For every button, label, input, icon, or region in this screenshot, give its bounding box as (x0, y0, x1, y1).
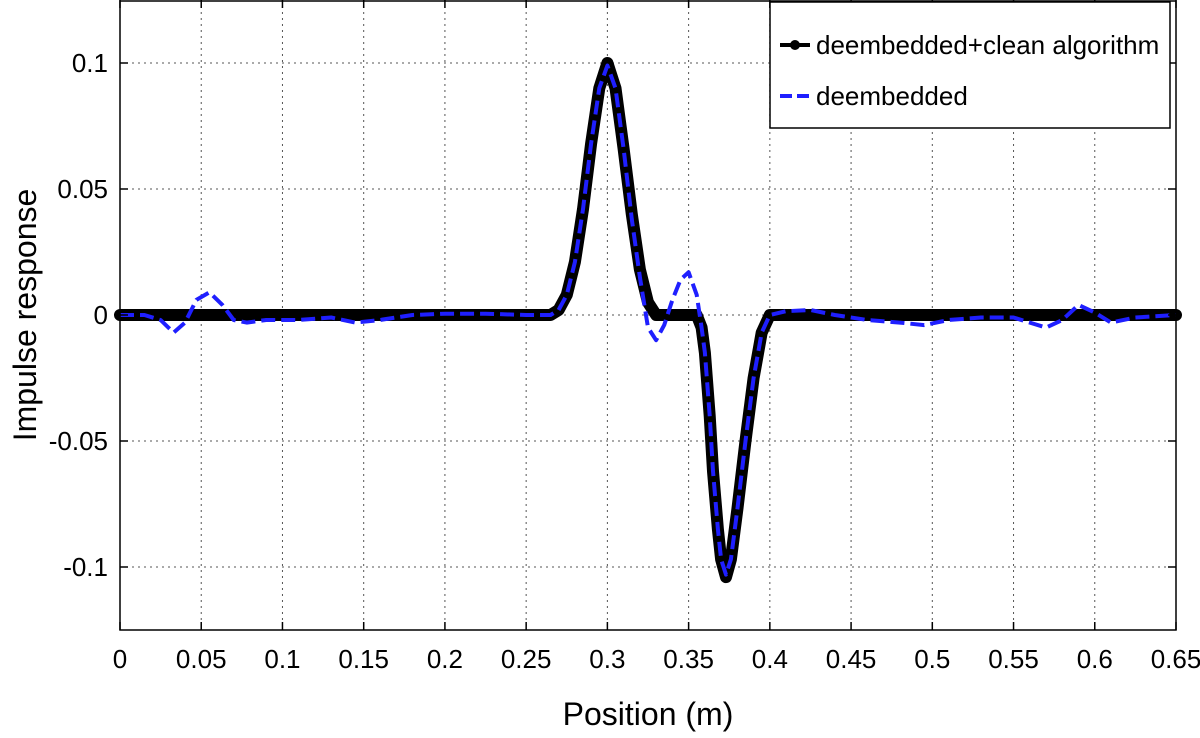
y-tick-label: 0.05 (57, 174, 108, 204)
plot-series (114, 57, 1182, 584)
legend-label-clean: deembedded+clean algorithm (816, 30, 1159, 60)
y-tick-label: 0 (94, 300, 108, 330)
x-axis-label: Position (m) (563, 696, 734, 732)
legend-label-deembedded: deembedded (816, 81, 968, 111)
y-tick-label: -0.1 (63, 552, 108, 582)
x-tick-label: 0.15 (338, 644, 389, 674)
x-tick-label: 0 (113, 644, 127, 674)
series-line-deembedded (120, 63, 1177, 577)
x-tick-label: 0.35 (663, 644, 714, 674)
legend-swatch-clean-marker (790, 40, 800, 50)
x-tick-label: 0.05 (176, 644, 227, 674)
legend-box (769, 1, 1171, 129)
y-axis-label: Impulse response (7, 189, 43, 442)
x-tick-label: 0.4 (752, 644, 788, 674)
x-tick-label: 0.25 (501, 644, 552, 674)
x-tick-label: 0.65 (1151, 644, 1200, 674)
x-tick-label: 0.45 (826, 644, 877, 674)
x-tick-label: 0.2 (427, 644, 463, 674)
x-tick-label: 0.5 (914, 644, 950, 674)
x-tick-label: 0.1 (264, 644, 300, 674)
legend: deembedded+clean algorithm deembedded (769, 1, 1171, 129)
y-tick-label: -0.05 (49, 426, 108, 456)
x-tick-label: 0.6 (1077, 644, 1113, 674)
y-tick-label: 0.1 (72, 48, 108, 78)
axis-ticks: 0 0.05 0.1 0.15 0.2 0.25 0.3 0.35 0.4 0.45 0.5 0.55… (49, 0, 1200, 674)
x-tick-label: 0.55 (988, 644, 1039, 674)
x-tick-label: 0.3 (589, 644, 625, 674)
